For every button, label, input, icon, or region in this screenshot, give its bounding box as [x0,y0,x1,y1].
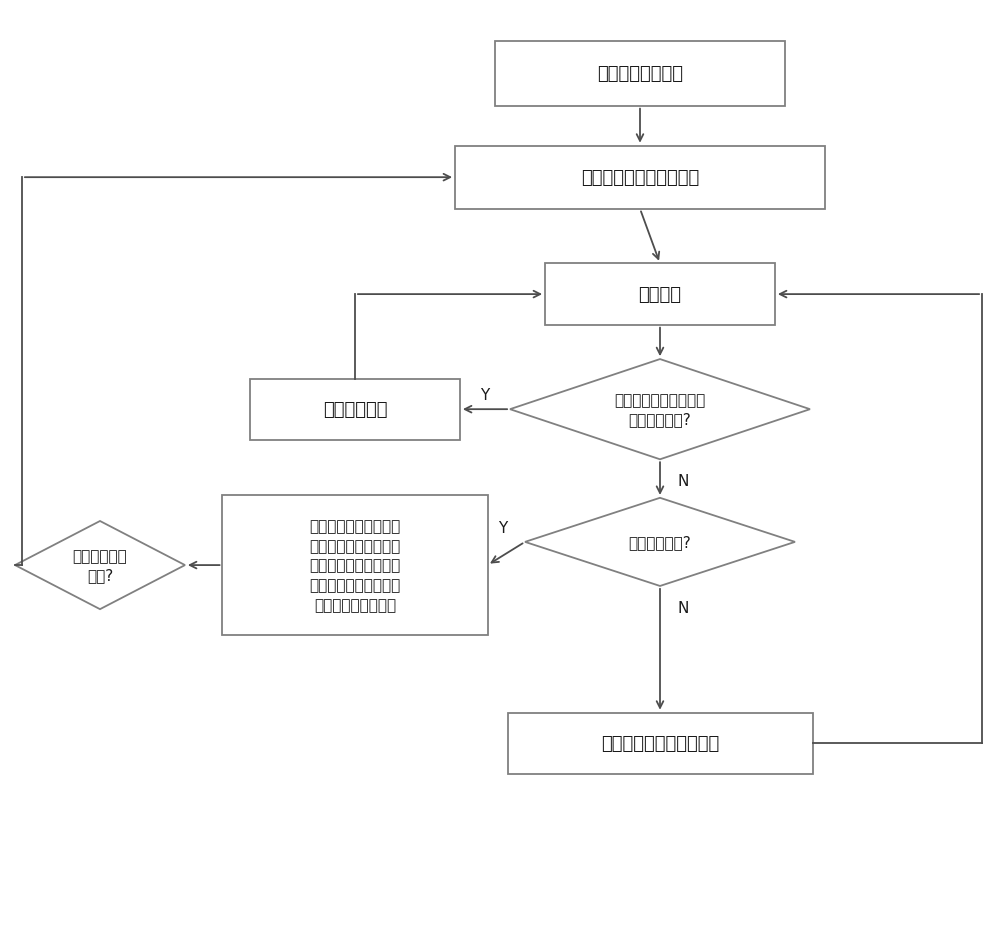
Text: 暂停搜索计时
结束?: 暂停搜索计时 结束? [73,548,127,583]
Polygon shape [15,521,185,610]
Text: 调焦电机归位到初始位置: 调焦电机归位到初始位置 [581,169,699,187]
Text: N: N [677,600,689,616]
FancyBboxPatch shape [250,379,460,440]
Text: 调焦电机停止: 调焦电机停止 [323,400,387,419]
FancyBboxPatch shape [222,496,488,635]
Text: 调焦电机运动到搜索中
发现的信噪比达标距离
门数最大位置，并更新
调焦电机初始位置，同
时开始暂停搜索计时: 调焦电机运动到搜索中 发现的信噪比达标距离 门数最大位置，并更新 调焦电机初始位… [309,518,401,613]
Text: 雷达操控软件启动: 雷达操控软件启动 [597,65,683,83]
Text: 调焦电机向前或向后微调: 调焦电机向前或向后微调 [601,734,719,753]
Polygon shape [525,499,795,586]
FancyBboxPatch shape [508,713,812,774]
Text: 风场测量: 风场测量 [639,286,682,304]
Polygon shape [510,360,810,460]
FancyBboxPatch shape [455,146,825,210]
Text: Y: Y [498,520,508,535]
Text: 回波信噪比达标距离门
数超过设定值?: 回波信噪比达标距离门 数超过设定值? [614,392,706,427]
FancyBboxPatch shape [545,264,775,325]
Text: N: N [677,474,689,489]
Text: 焦距搜索完毕?: 焦距搜索完毕? [629,535,691,550]
FancyBboxPatch shape [495,42,785,107]
Text: Y: Y [480,387,490,402]
